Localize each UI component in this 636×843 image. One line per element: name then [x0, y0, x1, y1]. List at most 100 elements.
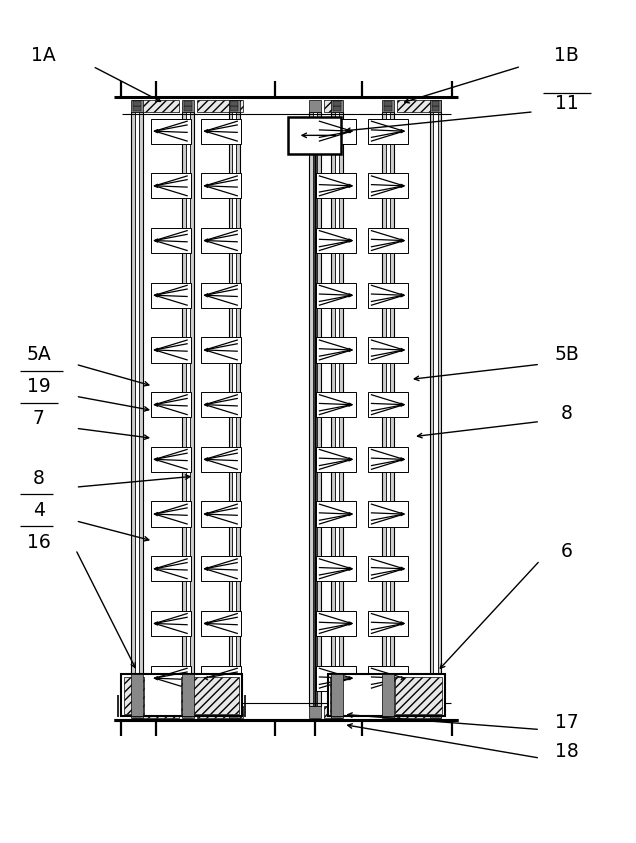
- Bar: [134, 711, 141, 717]
- Bar: [368, 611, 408, 636]
- Text: 4: 4: [33, 502, 45, 520]
- Bar: [382, 674, 394, 716]
- Bar: [182, 112, 193, 706]
- Bar: [384, 711, 392, 717]
- Bar: [430, 112, 441, 706]
- Bar: [315, 392, 356, 417]
- Bar: [368, 228, 408, 253]
- Bar: [182, 706, 193, 717]
- Bar: [181, 677, 238, 713]
- Bar: [201, 337, 241, 362]
- Bar: [315, 502, 356, 527]
- Bar: [182, 100, 193, 112]
- Bar: [230, 711, 238, 717]
- Bar: [182, 674, 193, 716]
- Bar: [324, 706, 342, 717]
- Text: 1B: 1B: [555, 46, 579, 65]
- Bar: [132, 100, 143, 112]
- Bar: [331, 706, 343, 717]
- Bar: [430, 100, 441, 112]
- Bar: [134, 106, 141, 111]
- Bar: [368, 556, 408, 582]
- Bar: [331, 112, 343, 706]
- Bar: [315, 173, 356, 198]
- Bar: [151, 611, 191, 636]
- Bar: [397, 100, 441, 112]
- Text: 18: 18: [555, 742, 579, 761]
- Bar: [132, 100, 179, 112]
- Bar: [315, 228, 356, 253]
- Text: 8: 8: [561, 404, 572, 422]
- Bar: [230, 106, 238, 111]
- Bar: [333, 101, 341, 106]
- Bar: [368, 447, 408, 472]
- Bar: [368, 173, 408, 198]
- Bar: [151, 502, 191, 527]
- Text: 5B: 5B: [555, 345, 579, 363]
- Bar: [135, 112, 139, 706]
- Bar: [368, 119, 408, 144]
- Bar: [230, 706, 238, 711]
- Bar: [197, 706, 242, 717]
- Bar: [331, 100, 343, 112]
- Bar: [151, 228, 191, 253]
- Bar: [368, 282, 408, 308]
- Bar: [315, 666, 356, 690]
- Bar: [228, 112, 240, 706]
- Bar: [315, 119, 356, 144]
- Bar: [368, 337, 408, 362]
- Bar: [335, 112, 339, 706]
- Bar: [121, 674, 242, 716]
- Bar: [309, 706, 321, 717]
- Bar: [313, 112, 317, 706]
- Bar: [331, 674, 343, 716]
- Bar: [151, 666, 191, 690]
- Bar: [384, 706, 392, 711]
- Bar: [184, 711, 191, 717]
- Bar: [201, 282, 241, 308]
- Text: 5A: 5A: [27, 345, 51, 363]
- Bar: [132, 706, 179, 717]
- Bar: [134, 101, 141, 106]
- Bar: [315, 556, 356, 582]
- Bar: [433, 112, 438, 706]
- Bar: [201, 556, 241, 582]
- Text: 11: 11: [555, 94, 579, 113]
- Bar: [201, 666, 241, 690]
- Bar: [151, 447, 191, 472]
- Bar: [432, 706, 439, 711]
- Bar: [315, 337, 356, 362]
- Bar: [134, 706, 141, 711]
- Bar: [201, 611, 241, 636]
- Text: 8: 8: [33, 470, 45, 488]
- Bar: [384, 101, 392, 106]
- Bar: [151, 119, 191, 144]
- Bar: [315, 611, 356, 636]
- Bar: [201, 447, 241, 472]
- Bar: [132, 112, 143, 706]
- Bar: [184, 706, 191, 711]
- Bar: [186, 112, 190, 706]
- Bar: [288, 117, 342, 154]
- Bar: [132, 706, 143, 717]
- Bar: [151, 337, 191, 362]
- Text: 6: 6: [561, 542, 572, 561]
- Bar: [432, 711, 439, 717]
- Bar: [197, 100, 242, 112]
- Text: 7: 7: [33, 409, 45, 427]
- Bar: [385, 112, 390, 706]
- Bar: [368, 666, 408, 690]
- Bar: [315, 447, 356, 472]
- Bar: [333, 711, 341, 717]
- Bar: [184, 106, 191, 111]
- Bar: [430, 706, 441, 717]
- Bar: [125, 677, 144, 713]
- Bar: [309, 112, 321, 706]
- Bar: [432, 106, 439, 111]
- Bar: [315, 282, 356, 308]
- Bar: [328, 674, 445, 716]
- Bar: [201, 173, 241, 198]
- Bar: [201, 502, 241, 527]
- Bar: [432, 101, 439, 106]
- Bar: [324, 100, 342, 112]
